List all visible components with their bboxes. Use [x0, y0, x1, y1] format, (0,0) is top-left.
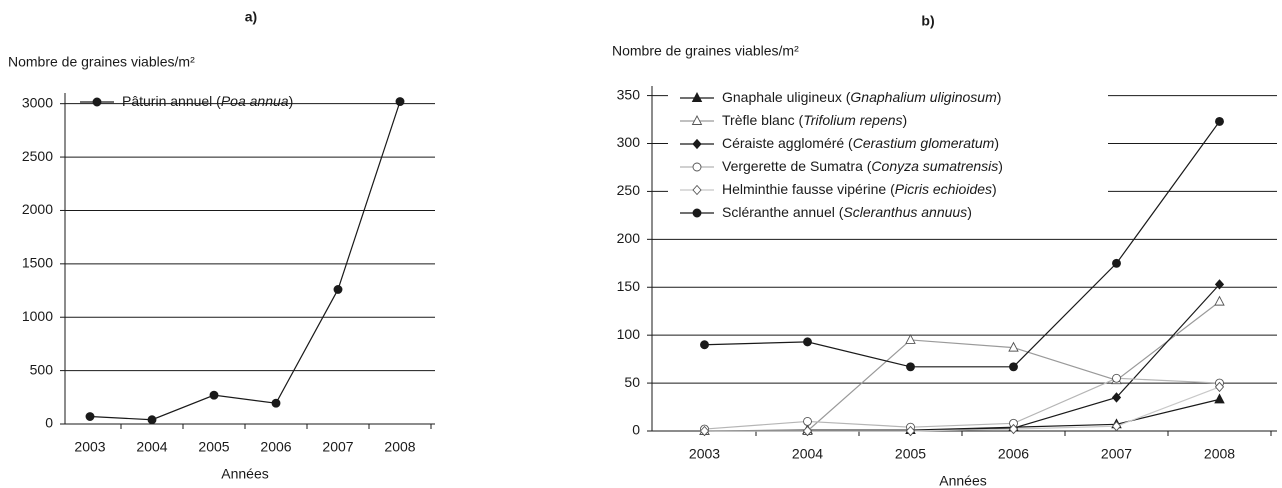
x-tick-label: 2006 — [260, 439, 291, 455]
data-point — [395, 97, 405, 106]
legend-marker — [692, 184, 702, 196]
series-line — [704, 386, 1220, 432]
data-point — [1214, 295, 1225, 306]
series-line — [89, 101, 401, 421]
chart-title: a) — [245, 9, 257, 25]
data-point — [147, 415, 157, 425]
x-tick-label: 2007 — [1101, 446, 1132, 462]
legend-marker — [92, 97, 102, 107]
x-tick-label: 2008 — [1204, 446, 1235, 462]
x-tick-label: 2004 — [792, 446, 823, 462]
y-tick-label: 150 — [617, 278, 641, 294]
data-point — [699, 425, 710, 437]
x-tick-label: 2006 — [998, 446, 1029, 462]
y-axis-label: Nombre de graines viables/m² — [8, 54, 195, 70]
data-point — [905, 333, 916, 344]
y-tick-label: 50 — [624, 374, 640, 390]
y-tick-label: 1000 — [22, 308, 53, 324]
legend-label: Pâturin annuel (Poa annua) — [122, 93, 293, 109]
y-tick-label: 350 — [617, 86, 641, 102]
legend-marker — [692, 138, 702, 150]
series-line — [704, 398, 1220, 432]
y-tick-label: 500 — [30, 361, 54, 377]
x-axis-label: Années — [939, 473, 986, 488]
data-point — [85, 412, 95, 421]
y-tick-label: 100 — [617, 326, 641, 342]
y-tick-label: 0 — [45, 415, 53, 431]
legend-label: Gnaphale uligineux (Gnaphalium uliginosu… — [722, 89, 1001, 105]
data-point — [1214, 381, 1225, 393]
data-point — [1215, 117, 1224, 126]
y-tick-label: 0 — [632, 422, 640, 438]
data-point — [1111, 421, 1122, 432]
y-tick-label: 200 — [617, 230, 641, 246]
data-point — [803, 416, 812, 426]
data-point — [1112, 373, 1121, 383]
y-axis-label: Nombre de graines viables/m² — [612, 43, 799, 59]
x-tick-label: 2008 — [384, 439, 415, 455]
data-point — [802, 425, 813, 437]
y-tick-label: 250 — [617, 182, 641, 198]
legend-marker — [691, 92, 703, 102]
data-point — [905, 425, 916, 437]
data-point — [1008, 423, 1019, 435]
legend-marker — [691, 115, 703, 125]
legend-background — [668, 86, 1108, 228]
data-point — [906, 362, 915, 372]
data-point — [333, 285, 343, 294]
data-point — [1008, 341, 1019, 352]
series-line — [704, 377, 1220, 430]
legend-label: Helminthie fausse vipérine (Picris echio… — [722, 181, 997, 197]
chart-title: b) — [921, 13, 934, 29]
legend-label: Trèfle blanc (Trifolium repens) — [722, 112, 907, 128]
x-axis-label: Années — [221, 466, 268, 482]
x-tick-label: 2007 — [322, 439, 353, 455]
data-point — [700, 340, 709, 350]
legend-label: Scléranthe annuel (Scleranthus annuus) — [722, 204, 972, 220]
y-tick-label: 2500 — [22, 148, 53, 164]
x-tick-label: 2005 — [198, 439, 229, 455]
data-point — [1009, 362, 1018, 372]
y-tick-label: 300 — [617, 134, 641, 150]
y-tick-label: 2000 — [22, 201, 53, 217]
legend-label: Vergerette de Sumatra (Conyza sumatrensi… — [722, 158, 1003, 174]
y-tick-label: 3000 — [22, 94, 53, 110]
x-tick-label: 2003 — [689, 446, 720, 462]
x-tick-label: 2004 — [136, 439, 167, 455]
data-point — [1111, 392, 1122, 403]
series-line — [704, 121, 1220, 368]
data-point — [1214, 279, 1225, 290]
data-point — [1112, 258, 1121, 268]
y-tick-label: 1500 — [22, 255, 53, 271]
x-tick-label: 2005 — [895, 446, 926, 462]
data-point — [803, 337, 812, 347]
data-point — [209, 390, 219, 400]
x-tick-label: 2003 — [74, 439, 105, 455]
legend-marker — [692, 208, 702, 218]
legend-marker — [692, 162, 702, 172]
data-point — [271, 398, 281, 408]
data-point — [1214, 393, 1225, 404]
series-line — [704, 283, 1220, 432]
legend-label: Céraiste aggloméré (Cerastium glomeratum… — [722, 135, 999, 151]
